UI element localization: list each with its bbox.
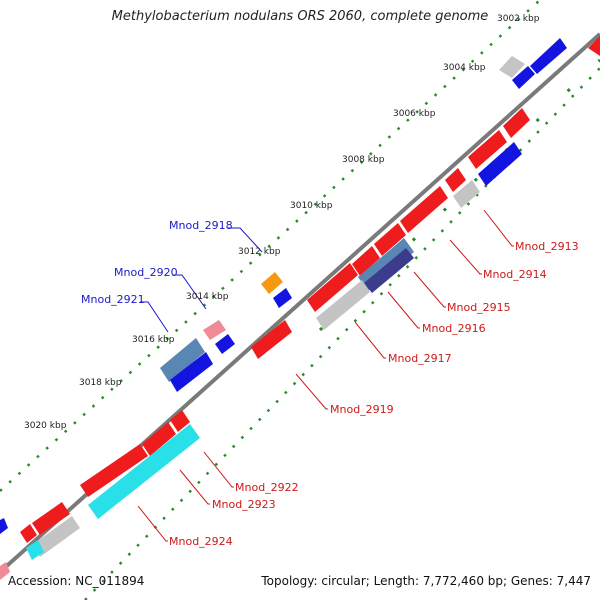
gene-label-reverse[interactable]: Mnod_2923 <box>212 498 276 511</box>
gene-label-reverse[interactable]: Mnod_2915 <box>447 301 511 314</box>
genome-summary: Topology: circular; Length: 7,772,460 bp… <box>261 574 591 588</box>
gene-label-reverse[interactable]: Mnod_2913 <box>515 240 579 253</box>
gene-feature[interactable] <box>453 180 480 208</box>
gene-feature[interactable] <box>400 186 448 233</box>
gene-label-reverse[interactable]: Mnod_2922 <box>235 481 299 494</box>
gene-feature[interactable] <box>588 36 600 56</box>
gene-feature[interactable] <box>160 338 205 382</box>
gene-label-reverse[interactable]: Mnod_2914 <box>483 268 547 281</box>
gene-feature[interactable] <box>88 424 200 519</box>
kbp-labels: 3002 kbp 3004 kbp 3006 kbp 3008 kbp 3010… <box>24 14 540 431</box>
kbp-label: 3008 kbp <box>342 155 385 165</box>
gene-label-forward[interactable]: Mnod_2920 <box>114 266 178 279</box>
gene-feature[interactable] <box>170 352 213 392</box>
kbp-label: 3020 kbp <box>24 421 67 431</box>
gene-feature[interactable] <box>364 248 414 293</box>
gene-feature[interactable] <box>273 288 292 308</box>
gene-label-reverse[interactable]: Mnod_2917 <box>388 352 452 365</box>
gene-feature[interactable] <box>374 223 406 256</box>
gene-feature[interactable] <box>261 272 283 294</box>
gene-feature[interactable] <box>503 108 530 138</box>
outer-tick-line <box>0 0 541 492</box>
gene-feature[interactable] <box>80 444 148 497</box>
gene-feature[interactable] <box>530 38 567 74</box>
gene-label-reverse[interactable]: Mnod_2924 <box>169 535 233 548</box>
kbp-label: 3016 kbp <box>132 335 175 345</box>
gene-feature[interactable] <box>0 562 10 580</box>
gene-feature[interactable] <box>445 168 466 192</box>
gene-feature[interactable] <box>203 320 226 340</box>
gene-feature[interactable] <box>352 246 380 276</box>
gene-feature[interactable] <box>142 422 176 456</box>
gene-feature[interactable] <box>20 524 37 543</box>
gene-label-reverse[interactable]: Mnod_2916 <box>422 322 486 335</box>
kbp-label: 3004 kbp <box>443 63 486 73</box>
gene-feature[interactable] <box>26 540 44 560</box>
gene-feature[interactable] <box>499 56 525 78</box>
gene-feature[interactable] <box>468 130 507 169</box>
gene-feature[interactable] <box>251 320 292 359</box>
map-title: Methylobacterium nodulans ORS 2060, comp… <box>111 9 489 24</box>
gene-labels: Mnod_2918 Mnod_2920 Mnod_2921 Mnod_2913 … <box>81 219 579 548</box>
inner-tick-line <box>84 67 600 601</box>
gene-feature[interactable] <box>512 66 535 89</box>
gene-features <box>0 36 600 580</box>
kbp-label: 3010 kbp <box>290 201 333 211</box>
gene-feature[interactable] <box>32 502 70 535</box>
kbp-label: 3014 kbp <box>186 292 229 302</box>
gene-label-forward[interactable]: Mnod_2921 <box>81 293 145 306</box>
gene-feature[interactable] <box>215 334 235 354</box>
label-leader-lines <box>137 209 514 542</box>
gene-label-forward[interactable]: Mnod_2918 <box>169 219 233 232</box>
gene-feature[interactable] <box>307 263 358 312</box>
kbp-label: 3006 kbp <box>393 109 436 119</box>
gene-feature[interactable] <box>316 280 370 330</box>
gene-feature[interactable] <box>0 518 8 534</box>
kbp-label: 3018 kbp <box>79 378 122 388</box>
accession-label: Accession: NC_011894 <box>8 574 145 588</box>
gene-label-reverse[interactable]: Mnod_2919 <box>330 403 394 416</box>
kbp-label: 3002 kbp <box>497 14 540 24</box>
kbp-label: 3012 kbp <box>238 247 281 257</box>
gene-feature[interactable] <box>170 410 190 432</box>
gene-feature[interactable] <box>478 142 522 186</box>
gene-feature[interactable] <box>32 516 80 557</box>
